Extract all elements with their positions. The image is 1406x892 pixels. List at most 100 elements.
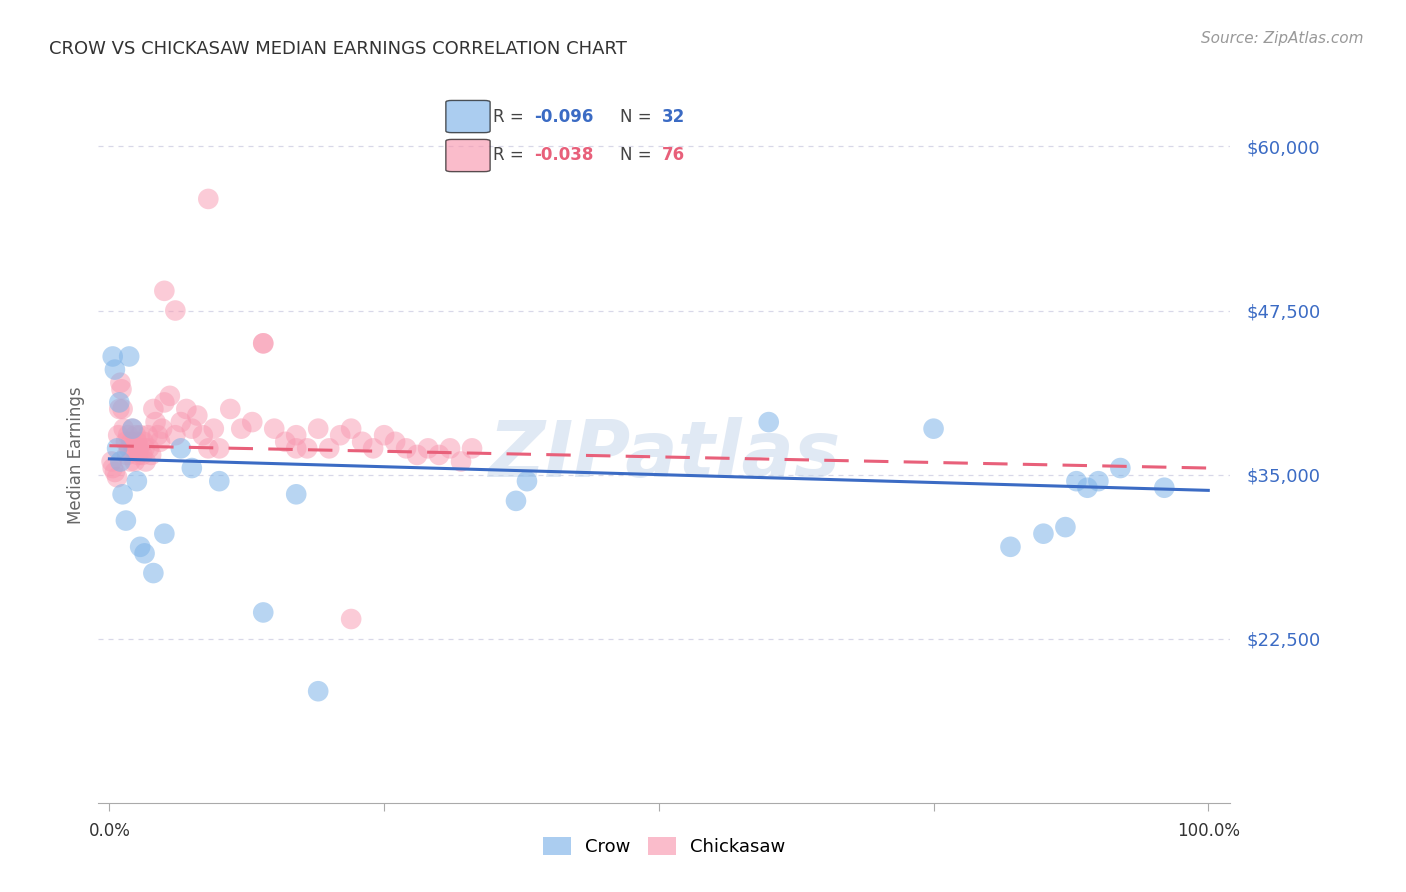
Point [208, 474, 231, 488]
Point [361, 442, 384, 456]
Point [1054, 520, 1077, 534]
Point [505, 494, 527, 508]
Point [128, 442, 150, 456]
Point [252, 606, 274, 620]
Point [516, 474, 538, 488]
Point [138, 442, 160, 456]
Point [295, 442, 318, 456]
Point [101, 350, 124, 364]
Point [115, 514, 138, 528]
Point [208, 442, 231, 456]
Point [142, 566, 165, 580]
Point [121, 422, 143, 436]
Point [121, 422, 143, 436]
Point [197, 442, 219, 456]
Point [170, 442, 193, 456]
Point [112, 422, 135, 436]
Point [104, 362, 127, 376]
Point [186, 409, 208, 423]
Point [352, 434, 374, 449]
Point [263, 422, 285, 436]
Point [219, 401, 242, 416]
Point [384, 434, 406, 449]
Point [110, 382, 132, 396]
Point [461, 442, 484, 456]
Point [145, 415, 167, 429]
Point [153, 526, 176, 541]
Point [122, 442, 145, 456]
Text: Source: ZipAtlas.com: Source: ZipAtlas.com [1201, 31, 1364, 46]
Point [124, 454, 146, 468]
Point [127, 448, 149, 462]
Point [176, 401, 198, 416]
Point [120, 434, 142, 449]
Text: CROW VS CHICKASAW MEDIAN EARNINGS CORRELATION CHART: CROW VS CHICKASAW MEDIAN EARNINGS CORREL… [49, 40, 627, 58]
Point [252, 336, 274, 351]
Text: 0.0%: 0.0% [89, 822, 131, 840]
Point [165, 428, 187, 442]
Point [439, 442, 461, 456]
Point [129, 428, 152, 442]
Point [202, 422, 225, 436]
Point [125, 434, 148, 449]
Point [125, 474, 148, 488]
Point [1109, 461, 1132, 475]
Point [132, 434, 155, 449]
Point [191, 428, 214, 442]
Point [340, 612, 363, 626]
Text: N =: N = [620, 145, 657, 163]
Point [170, 415, 193, 429]
Text: -0.038: -0.038 [534, 145, 593, 163]
Point [1076, 481, 1098, 495]
Point [101, 461, 124, 475]
Point [373, 428, 395, 442]
Point [110, 454, 132, 468]
Point [105, 470, 128, 484]
Point [129, 540, 152, 554]
Point [1087, 474, 1109, 488]
Text: R =: R = [494, 108, 529, 126]
Y-axis label: Median Earnings: Median Earnings [66, 386, 84, 524]
Point [274, 434, 297, 449]
Text: N =: N = [620, 108, 657, 126]
Point [285, 442, 308, 456]
Text: 76: 76 [661, 145, 685, 163]
Point [1066, 474, 1088, 488]
Point [150, 422, 173, 436]
Point [329, 428, 352, 442]
FancyBboxPatch shape [446, 101, 491, 133]
Point [146, 428, 169, 442]
Text: 100.0%: 100.0% [1177, 822, 1240, 840]
Point [141, 448, 163, 462]
Point [1032, 526, 1054, 541]
Point [180, 461, 202, 475]
Point [118, 350, 141, 364]
Text: 32: 32 [661, 108, 685, 126]
Point [197, 192, 219, 206]
Point [252, 336, 274, 351]
Point [240, 415, 263, 429]
Point [125, 428, 148, 442]
Point [153, 395, 176, 409]
Point [231, 422, 253, 436]
Point [427, 448, 450, 462]
Point [100, 454, 122, 468]
Point [149, 434, 172, 449]
Point [395, 442, 418, 456]
Point [111, 401, 134, 416]
Point [1000, 540, 1022, 554]
Point [406, 448, 429, 462]
Point [131, 448, 153, 462]
Point [307, 422, 329, 436]
Point [117, 428, 139, 442]
Point [318, 442, 340, 456]
Text: R =: R = [494, 145, 529, 163]
Point [110, 376, 132, 390]
Point [135, 454, 157, 468]
Point [922, 422, 945, 436]
Point [450, 454, 472, 468]
Point [165, 303, 187, 318]
Point [120, 454, 142, 468]
Point [180, 422, 202, 436]
Point [285, 428, 308, 442]
